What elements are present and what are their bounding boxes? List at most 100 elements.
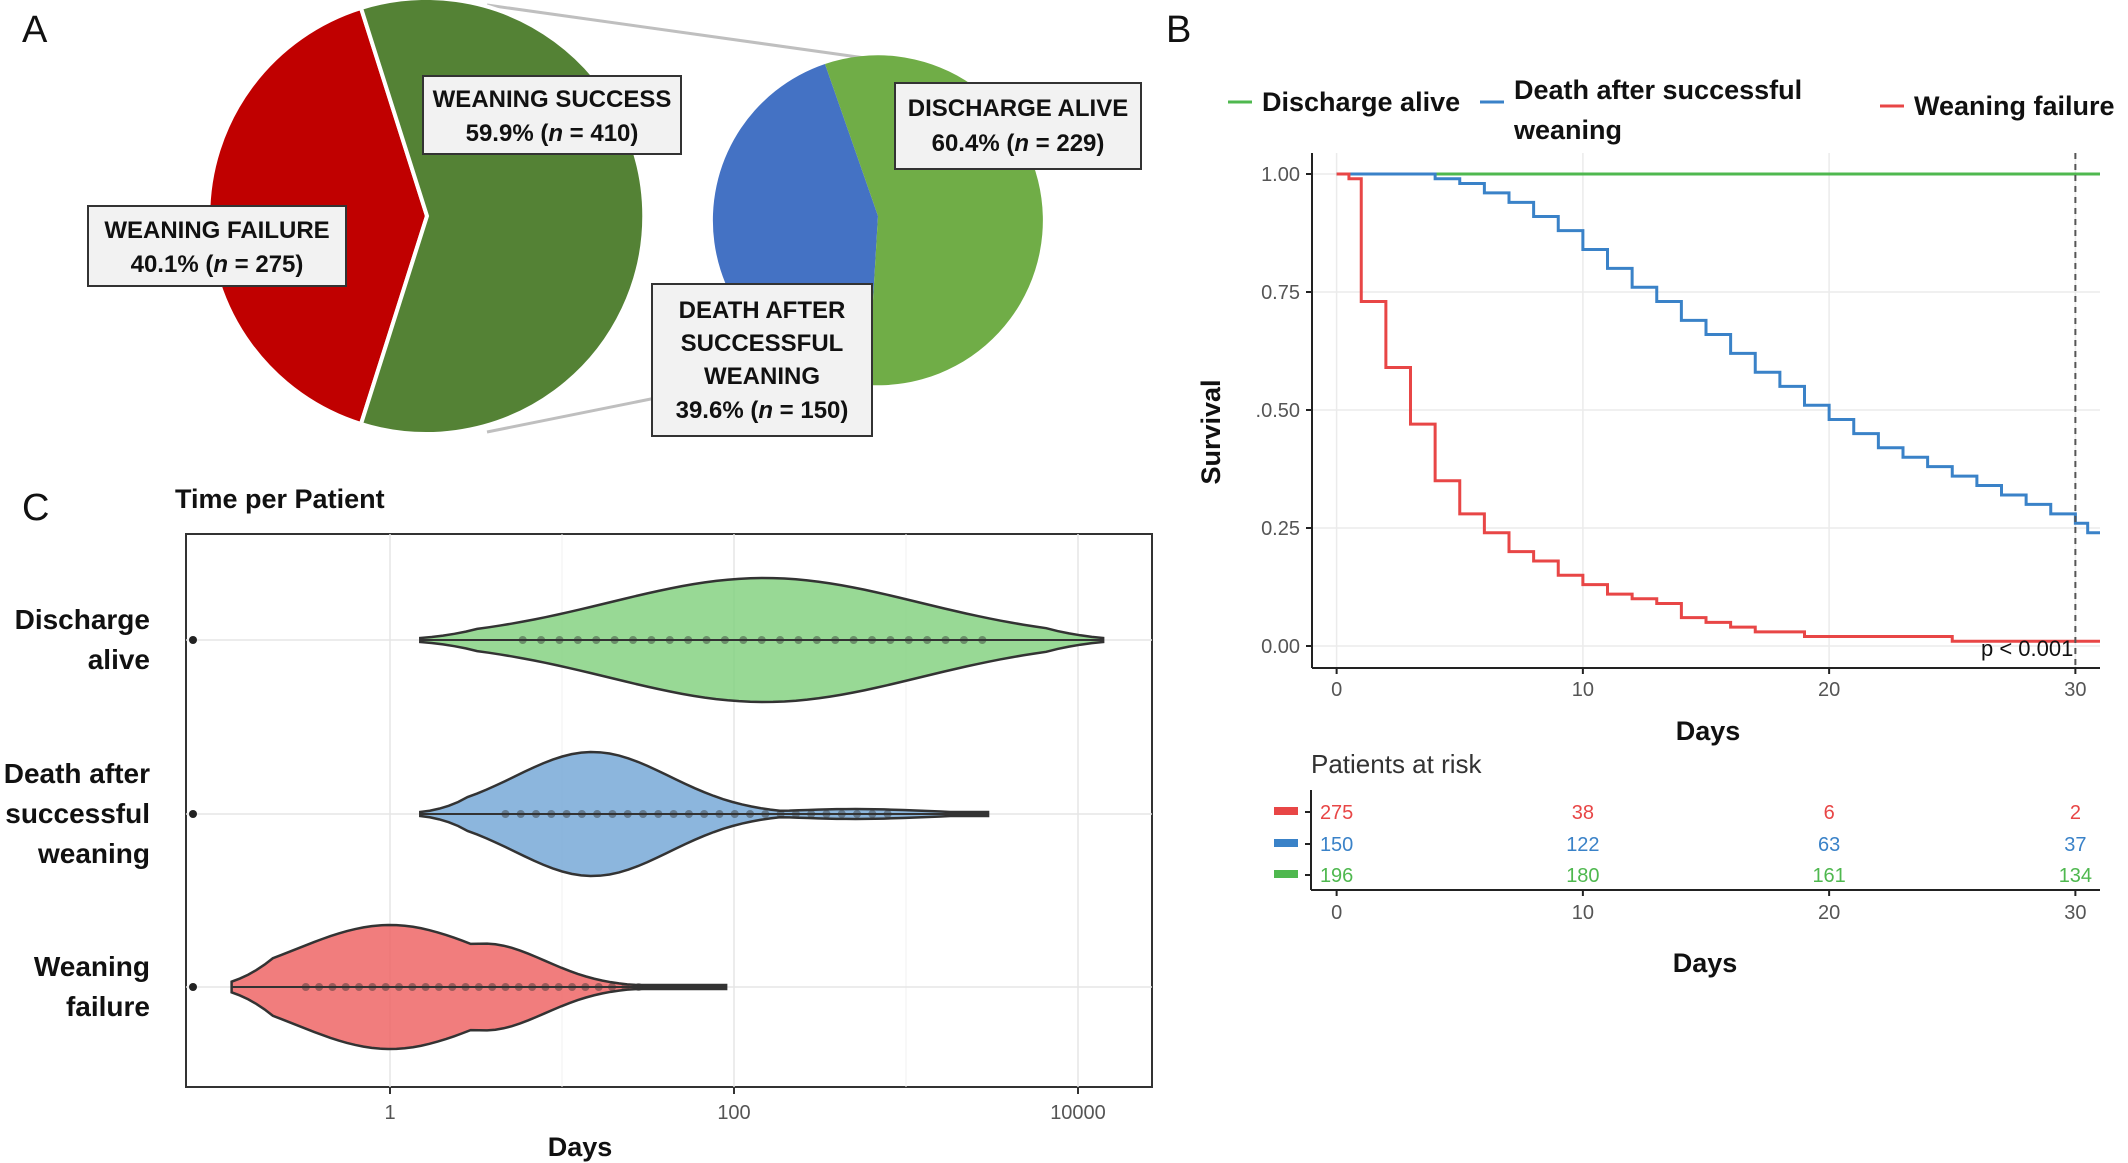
violin-point — [684, 810, 693, 818]
violin-point — [715, 810, 724, 818]
violin-point — [581, 983, 590, 991]
violin-point — [978, 636, 987, 644]
risk-row-swatch — [1274, 839, 1298, 847]
violin-point — [341, 983, 350, 991]
violin-point — [623, 810, 632, 818]
risk-x-tick-label: 20 — [1818, 902, 1840, 924]
violin-point — [634, 983, 643, 991]
violin-point — [461, 983, 470, 991]
violin-point — [868, 810, 877, 818]
violin-point — [700, 810, 709, 818]
violin-category-label: Death after — [4, 758, 150, 789]
risk-x-tick-label: 30 — [2064, 902, 2086, 924]
legend-label-failure: Weaning failure — [1914, 91, 2115, 121]
x-tick-label: 10000 — [1050, 1102, 1106, 1124]
x-tick-label: 100 — [717, 1102, 750, 1124]
connector-line-top — [486, 3, 866, 60]
violin-point — [608, 983, 617, 991]
legend-label-death-line-1: Death after successful — [1514, 75, 1802, 105]
risk-table-cell: 63 — [1818, 834, 1840, 856]
violin-point — [408, 983, 417, 991]
violin-point — [665, 636, 674, 644]
violin-point — [592, 636, 601, 644]
violin-point — [594, 983, 603, 991]
violin-point — [794, 636, 803, 644]
violin-point — [647, 636, 656, 644]
violin-point — [746, 810, 755, 818]
violin-point — [573, 636, 582, 644]
death-label-line-2: SUCCESSFUL — [681, 330, 844, 357]
risk-table-title: Patients at risk — [1311, 749, 1483, 779]
km-series-line — [1336, 172, 2100, 535]
violin-category-label: failure — [66, 991, 150, 1022]
label-weaning-failure: WEANING FAILURE 40.1% (n = 275) — [87, 205, 347, 287]
panel-a-pies: WEANING SUCCESS 59.9% (n = 410) WEANING … — [87, 0, 1142, 437]
violin-outlier-point — [189, 810, 197, 818]
violin-point — [434, 983, 443, 991]
violin-category-label: Weaning — [34, 951, 150, 982]
x-tick-label: 1 — [384, 1102, 395, 1124]
violin-point — [532, 810, 541, 818]
violin-point — [757, 636, 766, 644]
legend-label-discharge: Discharge alive — [1262, 87, 1460, 117]
km-plot-area: 0.00 0.25 .0.50 0.75 1.00 0 10 20 30 p < 0.001 — [1256, 153, 2100, 701]
violin-point — [739, 636, 748, 644]
violin-point — [541, 983, 550, 991]
legend-label-death-line-2: weaning — [1513, 115, 1622, 145]
violin-point — [537, 636, 546, 644]
panel-letter-c: C — [22, 487, 49, 529]
violin-point — [883, 810, 892, 818]
violin-point — [608, 810, 617, 818]
violin-point — [684, 636, 693, 644]
violin-x-axis-title: Days — [548, 1132, 613, 1162]
label-discharge-alive: DISCHARGE ALIVE 60.4% (n = 229) — [894, 82, 1142, 170]
violin-point — [853, 810, 862, 818]
x-tick-label: 20 — [1818, 679, 1840, 701]
risk-table-cell: 150 — [1320, 834, 1353, 856]
violin-point — [547, 810, 556, 818]
violin-point — [837, 810, 846, 818]
violin-point — [421, 983, 430, 991]
violin-category-label: Discharge — [15, 604, 150, 635]
violin-point — [518, 636, 527, 644]
violin-point — [812, 636, 821, 644]
violin-point — [904, 636, 913, 644]
violin-point — [315, 983, 324, 991]
risk-row-swatch — [1274, 870, 1298, 878]
violin-point — [868, 636, 877, 644]
violin-point — [849, 636, 858, 644]
risk-table-cell: 134 — [2059, 865, 2092, 887]
x-tick-label: 10 — [1572, 679, 1594, 701]
violin-point — [886, 636, 895, 644]
weaning-success-value: 59.9% (n = 410) — [466, 120, 639, 147]
p-value-label: p < 0.001 — [1981, 636, 2073, 661]
y-axis-title: Survival — [1196, 379, 1226, 484]
panel-letter-b: B — [1166, 9, 1191, 51]
risk-table-cell: 38 — [1572, 802, 1594, 824]
risk-x-tick-label: 0 — [1331, 902, 1342, 924]
risk-table-cell: 37 — [2064, 834, 2086, 856]
violin-point — [629, 636, 638, 644]
violin-point — [761, 810, 770, 818]
risk-table-cell: 275 — [1320, 802, 1353, 824]
violin-point — [720, 636, 729, 644]
violin-point — [831, 636, 840, 644]
violin-point — [669, 810, 678, 818]
risk-table-cell: 196 — [1320, 865, 1353, 887]
violin-outlier-point — [189, 636, 197, 644]
violin-point — [639, 810, 648, 818]
violin-point — [501, 983, 510, 991]
label-death-after-weaning: DEATH AFTER SUCCESSFUL WEANING 39.6% (n … — [651, 283, 873, 437]
violin-point — [394, 983, 403, 991]
violin-plot-area: Discharge alive Death after successful weani… — [4, 533, 1153, 1124]
risk-table-cell: 122 — [1566, 834, 1599, 856]
violin-point — [791, 810, 800, 818]
violin-category-label: alive — [88, 644, 150, 675]
death-label-line-3: WEANING — [704, 363, 820, 390]
violin-point — [554, 983, 563, 991]
violin-point — [941, 636, 950, 644]
violin-point — [301, 983, 310, 991]
violin-point — [822, 810, 831, 818]
violin-point — [528, 983, 537, 991]
